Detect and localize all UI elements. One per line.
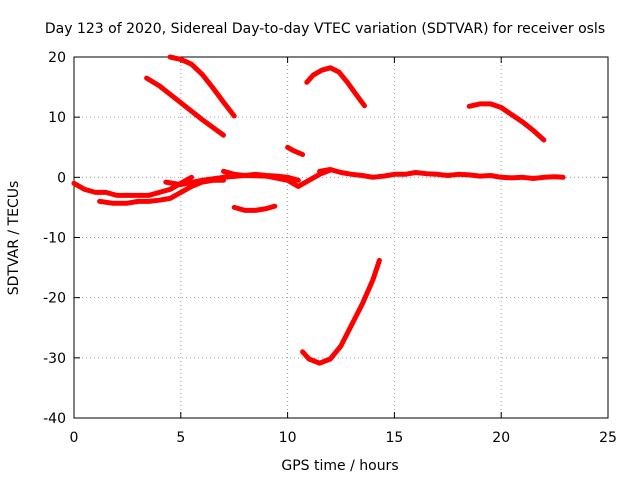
y-tick-label: -10 — [43, 231, 66, 247]
y-tick-label: -20 — [43, 291, 66, 307]
x-tick-label: 25 — [599, 430, 617, 446]
x-tick-label: 0 — [70, 430, 79, 446]
series-arc-1 — [71, 174, 194, 198]
y-tick-label: 20 — [48, 50, 66, 66]
series-arc-8 — [167, 54, 237, 119]
series-arc-5 — [317, 167, 566, 181]
chart-title: Day 123 of 2020, Sidereal Day-to-day VTE… — [45, 21, 605, 37]
series-arc-6 — [231, 203, 278, 213]
series-arc-12 — [300, 257, 382, 366]
series-arc-7 — [144, 75, 226, 138]
axis-ticks: 0 5 10 15 20 25 -40 -30 -20 -10 0 10 20 — [43, 50, 617, 446]
grid — [74, 57, 608, 418]
y-tick-label: 0 — [57, 170, 66, 186]
y-tick-label: -40 — [43, 411, 66, 427]
x-tick-label: 15 — [385, 430, 403, 446]
series-arc-10 — [304, 65, 367, 109]
y-tick-label: 10 — [48, 110, 66, 126]
series-arc-4 — [221, 168, 301, 183]
y-axis-label: SDTVAR / TECUs — [6, 181, 22, 296]
y-tick-label: -30 — [43, 351, 66, 367]
x-axis-label: GPS time / hours — [281, 458, 398, 474]
x-tick-label: 20 — [492, 430, 510, 446]
data-series — [71, 54, 566, 366]
x-tick-label: 10 — [279, 430, 297, 446]
series-arc-11 — [466, 101, 547, 143]
series-arc-9 — [285, 144, 306, 157]
x-tick-label: 5 — [176, 430, 185, 446]
